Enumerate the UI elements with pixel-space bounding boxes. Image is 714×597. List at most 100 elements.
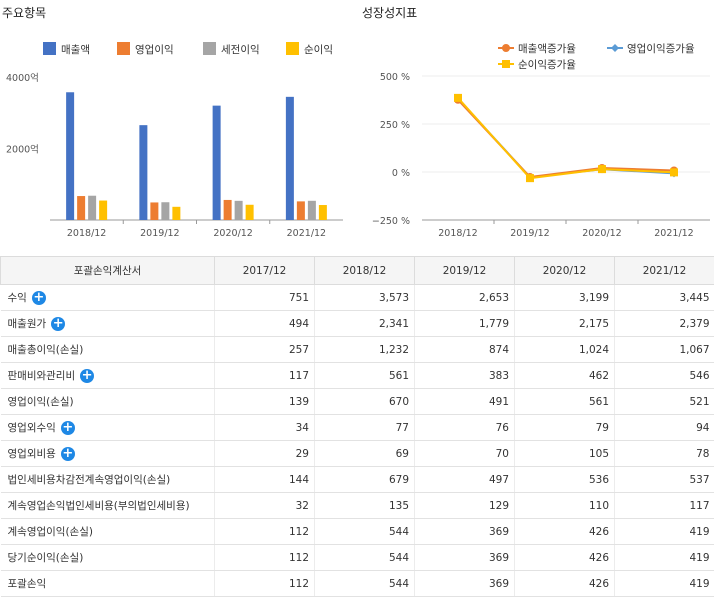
y-tick-label: 250 % [380,120,410,131]
row-label-text: 판매비와관리비 [8,370,76,382]
value-cell: 3,445 [615,285,714,311]
row-label: 영업이익(손실) [1,389,215,415]
legend-marker-순이익증가율 [502,60,510,68]
value-cell: 34 [215,415,315,441]
value-cell: 679 [315,467,415,493]
legend-swatch-순이익 [286,42,299,55]
value-cell: 751 [215,285,315,311]
x-tick-label: 2019/12 [510,228,549,239]
value-cell: 29 [215,441,315,467]
value-cell: 76 [415,415,515,441]
expand-row-button[interactable]: + [61,421,75,435]
bar-매출액-2019/12 [139,125,147,220]
value-cell: 497 [415,467,515,493]
point-순이익증가율-2021/12 [670,168,678,176]
value-cell: 462 [515,363,615,389]
value-cell: 2,653 [415,285,515,311]
row-label: 매출총이익(손실) [1,337,215,363]
value-cell: 2,379 [615,311,714,337]
value-cell: 536 [515,467,615,493]
value-cell: 369 [415,545,515,571]
value-cell: 494 [215,311,315,337]
point-순이익증가율-2020/12 [598,165,606,173]
row-label: 영업외비용+ [1,441,215,467]
series-line-매출액증가율 [458,100,674,177]
bar-순이익-2021/12 [319,205,327,220]
value-cell: 383 [415,363,515,389]
header-year-2021/12: 2021/12 [615,257,714,285]
row-label: 수익+ [1,285,215,311]
x-tick-label: 2019/12 [140,228,179,239]
value-cell: 1,067 [615,337,714,363]
row-label: 판매비와관리비 + [1,363,215,389]
bar-영업이익-2019/12 [150,202,158,220]
header-year-2019/12: 2019/12 [415,257,515,285]
y-tick-label: −250 % [372,216,410,227]
value-cell: 2,175 [515,311,615,337]
value-cell: 117 [215,363,315,389]
value-cell: 491 [415,389,515,415]
value-cell: 3,573 [315,285,415,311]
x-tick-label: 2021/12 [654,228,693,239]
bar-세전이익-2018/12 [88,196,96,220]
expand-row-button[interactable]: + [80,369,94,383]
row-label-text: 계속영업이익(손실) [8,526,93,538]
growth-indicators-title: 성장성지표 [362,4,417,21]
row-label: 계속영업손익법인세비용(부의법인세비용) [1,493,215,519]
bar-매출액-2021/12 [286,97,294,220]
row-label-text: 계속영업손익법인세비용(부의법인세비용) [8,500,190,512]
value-cell: 561 [515,389,615,415]
bar-매출액-2018/12 [66,92,74,220]
legend-marker-영업이익증가율 [611,44,619,52]
value-cell: 537 [615,467,714,493]
value-cell: 78 [615,441,714,467]
value-cell: 1,779 [415,311,515,337]
value-cell: 419 [615,571,714,597]
bar-세전이익-2021/12 [308,201,316,220]
x-tick-label: 2018/12 [438,228,477,239]
legend-marker-매출액증가율 [502,44,510,52]
legend-label: 매출액 [61,44,90,56]
bar-순이익-2019/12 [172,207,180,220]
expand-row-button[interactable]: + [51,317,65,331]
legend-label: 세전이익 [221,44,260,56]
value-cell: 521 [615,389,714,415]
series-line-영업이익증가율 [458,99,674,178]
expand-row-button[interactable]: + [32,291,46,305]
legend-label: 영업이익 [135,43,174,56]
value-cell: 94 [615,415,714,441]
x-tick-label: 2021/12 [287,228,326,239]
bar-순이익-2020/12 [246,205,254,220]
value-cell: 79 [515,415,615,441]
row-label-text: 영업이익(손실) [8,396,74,408]
point-순이익증가율-2018/12 [454,94,462,102]
value-cell: 70 [415,441,515,467]
y-tick-label: 0 % [392,168,410,179]
expand-row-button[interactable]: + [61,447,75,461]
value-cell: 426 [515,519,615,545]
value-cell: 419 [615,545,714,571]
y-tick-label: 4000억 [6,72,39,84]
value-cell: 3,199 [515,285,615,311]
legend-swatch-매출액 [43,42,56,55]
value-cell: 426 [515,571,615,597]
y-tick-label: 2000억 [6,144,39,156]
row-label: 법인세비용차감전계속영업이익(손실) [1,467,215,493]
value-cell: 112 [215,519,315,545]
value-cell: 144 [215,467,315,493]
row-label-text: 법인세비용차감전계속영업이익(손실) [8,474,171,486]
value-cell: 139 [215,389,315,415]
row-label-text: 매출원가 [8,318,47,330]
legend-swatch-영업이익 [117,42,130,55]
